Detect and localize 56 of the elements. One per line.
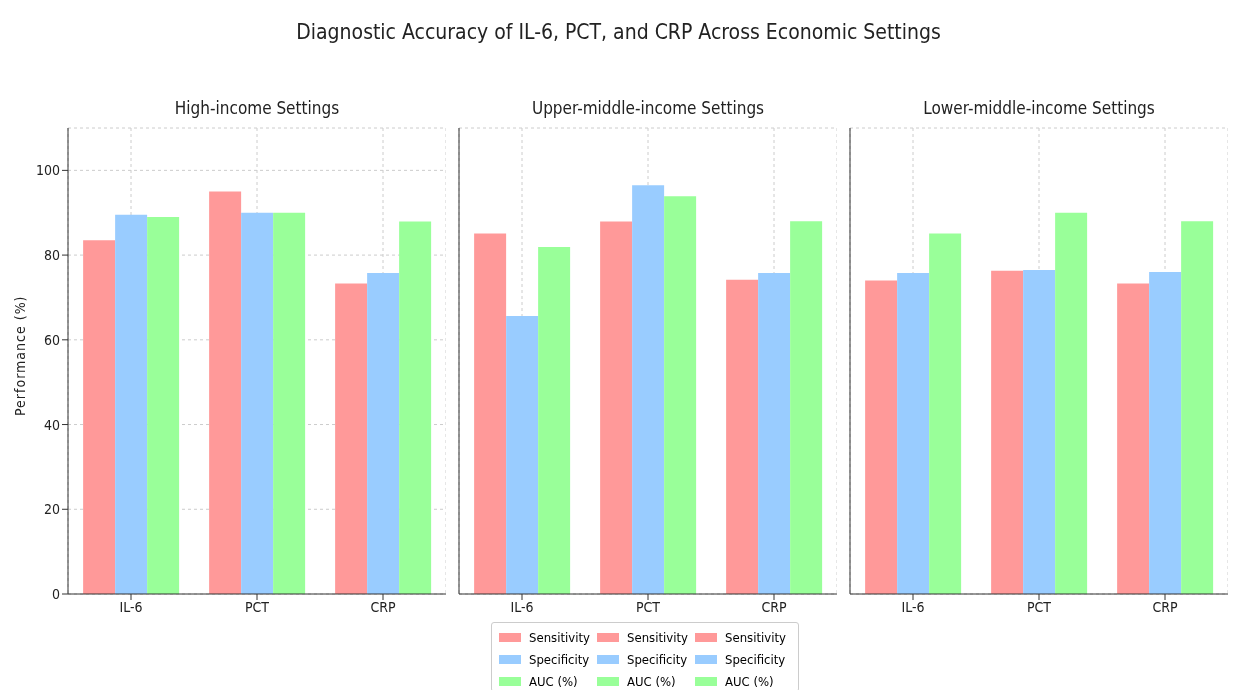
x-tick-label: IL-6 bbox=[901, 598, 925, 615]
legend-label: Sensitivity bbox=[529, 629, 590, 645]
x-tick-label: IL-6 bbox=[119, 598, 143, 615]
chart-title: Lower-middle-income Settings bbox=[922, 98, 1156, 120]
bar bbox=[929, 233, 962, 594]
x-tick-label: PCT bbox=[244, 598, 270, 615]
legend-label: Specificity bbox=[627, 651, 688, 667]
bar bbox=[83, 240, 116, 594]
legend-label: Sensitivity bbox=[627, 629, 688, 645]
y-tick-label: 100 bbox=[35, 162, 60, 179]
bar bbox=[115, 214, 148, 594]
bar bbox=[506, 316, 539, 594]
bar bbox=[273, 212, 306, 594]
bar bbox=[1181, 221, 1214, 594]
y-tick-label: 0 bbox=[51, 585, 60, 602]
legend-label: Specificity bbox=[529, 651, 590, 667]
bar bbox=[664, 196, 697, 594]
bar bbox=[632, 185, 665, 594]
x-tick-label: IL-6 bbox=[510, 598, 534, 615]
bar bbox=[367, 272, 400, 594]
y-axis-title: Performance (%) bbox=[11, 295, 28, 416]
bar bbox=[1023, 269, 1056, 594]
bar bbox=[538, 247, 571, 594]
bar bbox=[1117, 283, 1150, 594]
bar bbox=[991, 270, 1024, 594]
x-tick-label: PCT bbox=[635, 598, 661, 615]
bar bbox=[1149, 272, 1182, 594]
legend-label: AUC (%) bbox=[529, 673, 578, 689]
bar bbox=[726, 279, 759, 594]
y-tick-label: 60 bbox=[43, 331, 60, 348]
bar bbox=[147, 216, 180, 594]
bar bbox=[758, 272, 791, 594]
bar bbox=[790, 221, 823, 594]
bar bbox=[474, 233, 507, 594]
bar bbox=[335, 283, 368, 594]
y-tick-label: 40 bbox=[43, 416, 60, 433]
legend-label: Sensitivity bbox=[725, 629, 786, 645]
text: Diagnostic Accuracy of IL-6, PCT, and CRP Across Economic Settings bbox=[295, 20, 942, 44]
legend-label: AUC (%) bbox=[725, 673, 774, 689]
bar bbox=[209, 191, 242, 594]
x-tick-label: CRP bbox=[1152, 598, 1178, 615]
legend-label: AUC (%) bbox=[627, 673, 676, 689]
bar bbox=[241, 212, 274, 594]
chart-title: High-income Settings bbox=[173, 98, 341, 120]
bar bbox=[865, 280, 898, 594]
bar bbox=[897, 272, 930, 594]
bar bbox=[600, 221, 633, 594]
legend-label: Specificity bbox=[725, 651, 786, 667]
chart-title: Upper-middle-income Settings bbox=[530, 98, 766, 120]
x-tick-label: CRP bbox=[761, 598, 787, 615]
x-tick-label: PCT bbox=[1026, 598, 1052, 615]
bar bbox=[1055, 212, 1088, 594]
bar bbox=[399, 221, 432, 594]
y-tick-label: 20 bbox=[43, 501, 60, 518]
y-tick-label: 80 bbox=[43, 247, 60, 264]
x-tick-label: CRP bbox=[370, 598, 396, 615]
